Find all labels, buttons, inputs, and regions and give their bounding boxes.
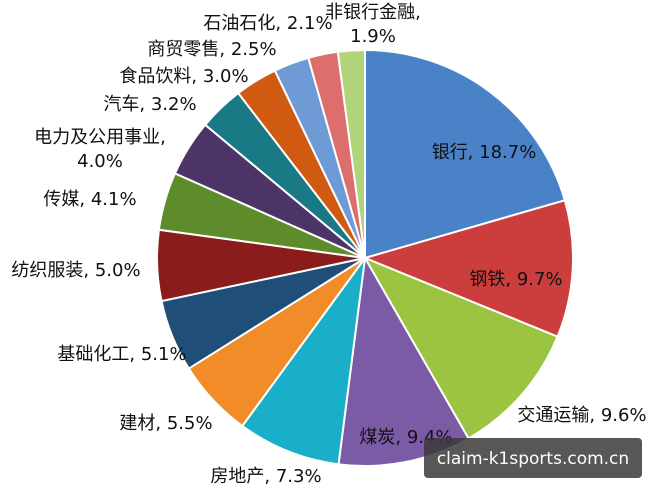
slice-label-6: 建材, 5.5%	[119, 413, 212, 434]
slice-label-3: 交通运输, 9.6%	[517, 405, 646, 426]
slice-label-9: 传媒, 4.1%	[43, 189, 136, 210]
slice-label-2: 钢铁, 9.7%	[469, 269, 562, 290]
pie-slice-2	[361, 199, 574, 338]
slice-label-12: 食品饮料, 3.0%	[119, 66, 248, 87]
slice-label-7: 基础化工, 5.1%	[57, 344, 186, 365]
slice-label-1: 银行, 18.7%	[432, 142, 537, 163]
watermark-text: claim-k1sports.com.cn	[437, 449, 629, 469]
slice-label-13: 商贸零售, 2.5%	[147, 39, 276, 60]
pie-slice-1	[364, 48, 567, 260]
slice-label-10: 电力及公用事业, 4.0%	[34, 127, 166, 172]
pie-slice-5	[240, 257, 366, 466]
watermark: claim-k1sports.com.cn	[424, 438, 642, 478]
slice-label-14: 石油石化, 2.1%	[203, 13, 332, 34]
slice-label-5: 房地产, 7.3%	[210, 466, 321, 487]
slice-label-8: 纺织服装, 5.0%	[11, 260, 140, 281]
slice-label-11: 汽车, 3.2%	[103, 94, 196, 115]
slice-label-15: 非银行金融, 1.9%	[325, 2, 421, 47]
pie-slices	[156, 48, 574, 467]
pie-slice-15	[336, 48, 366, 259]
pie-slice-3	[362, 255, 559, 440]
